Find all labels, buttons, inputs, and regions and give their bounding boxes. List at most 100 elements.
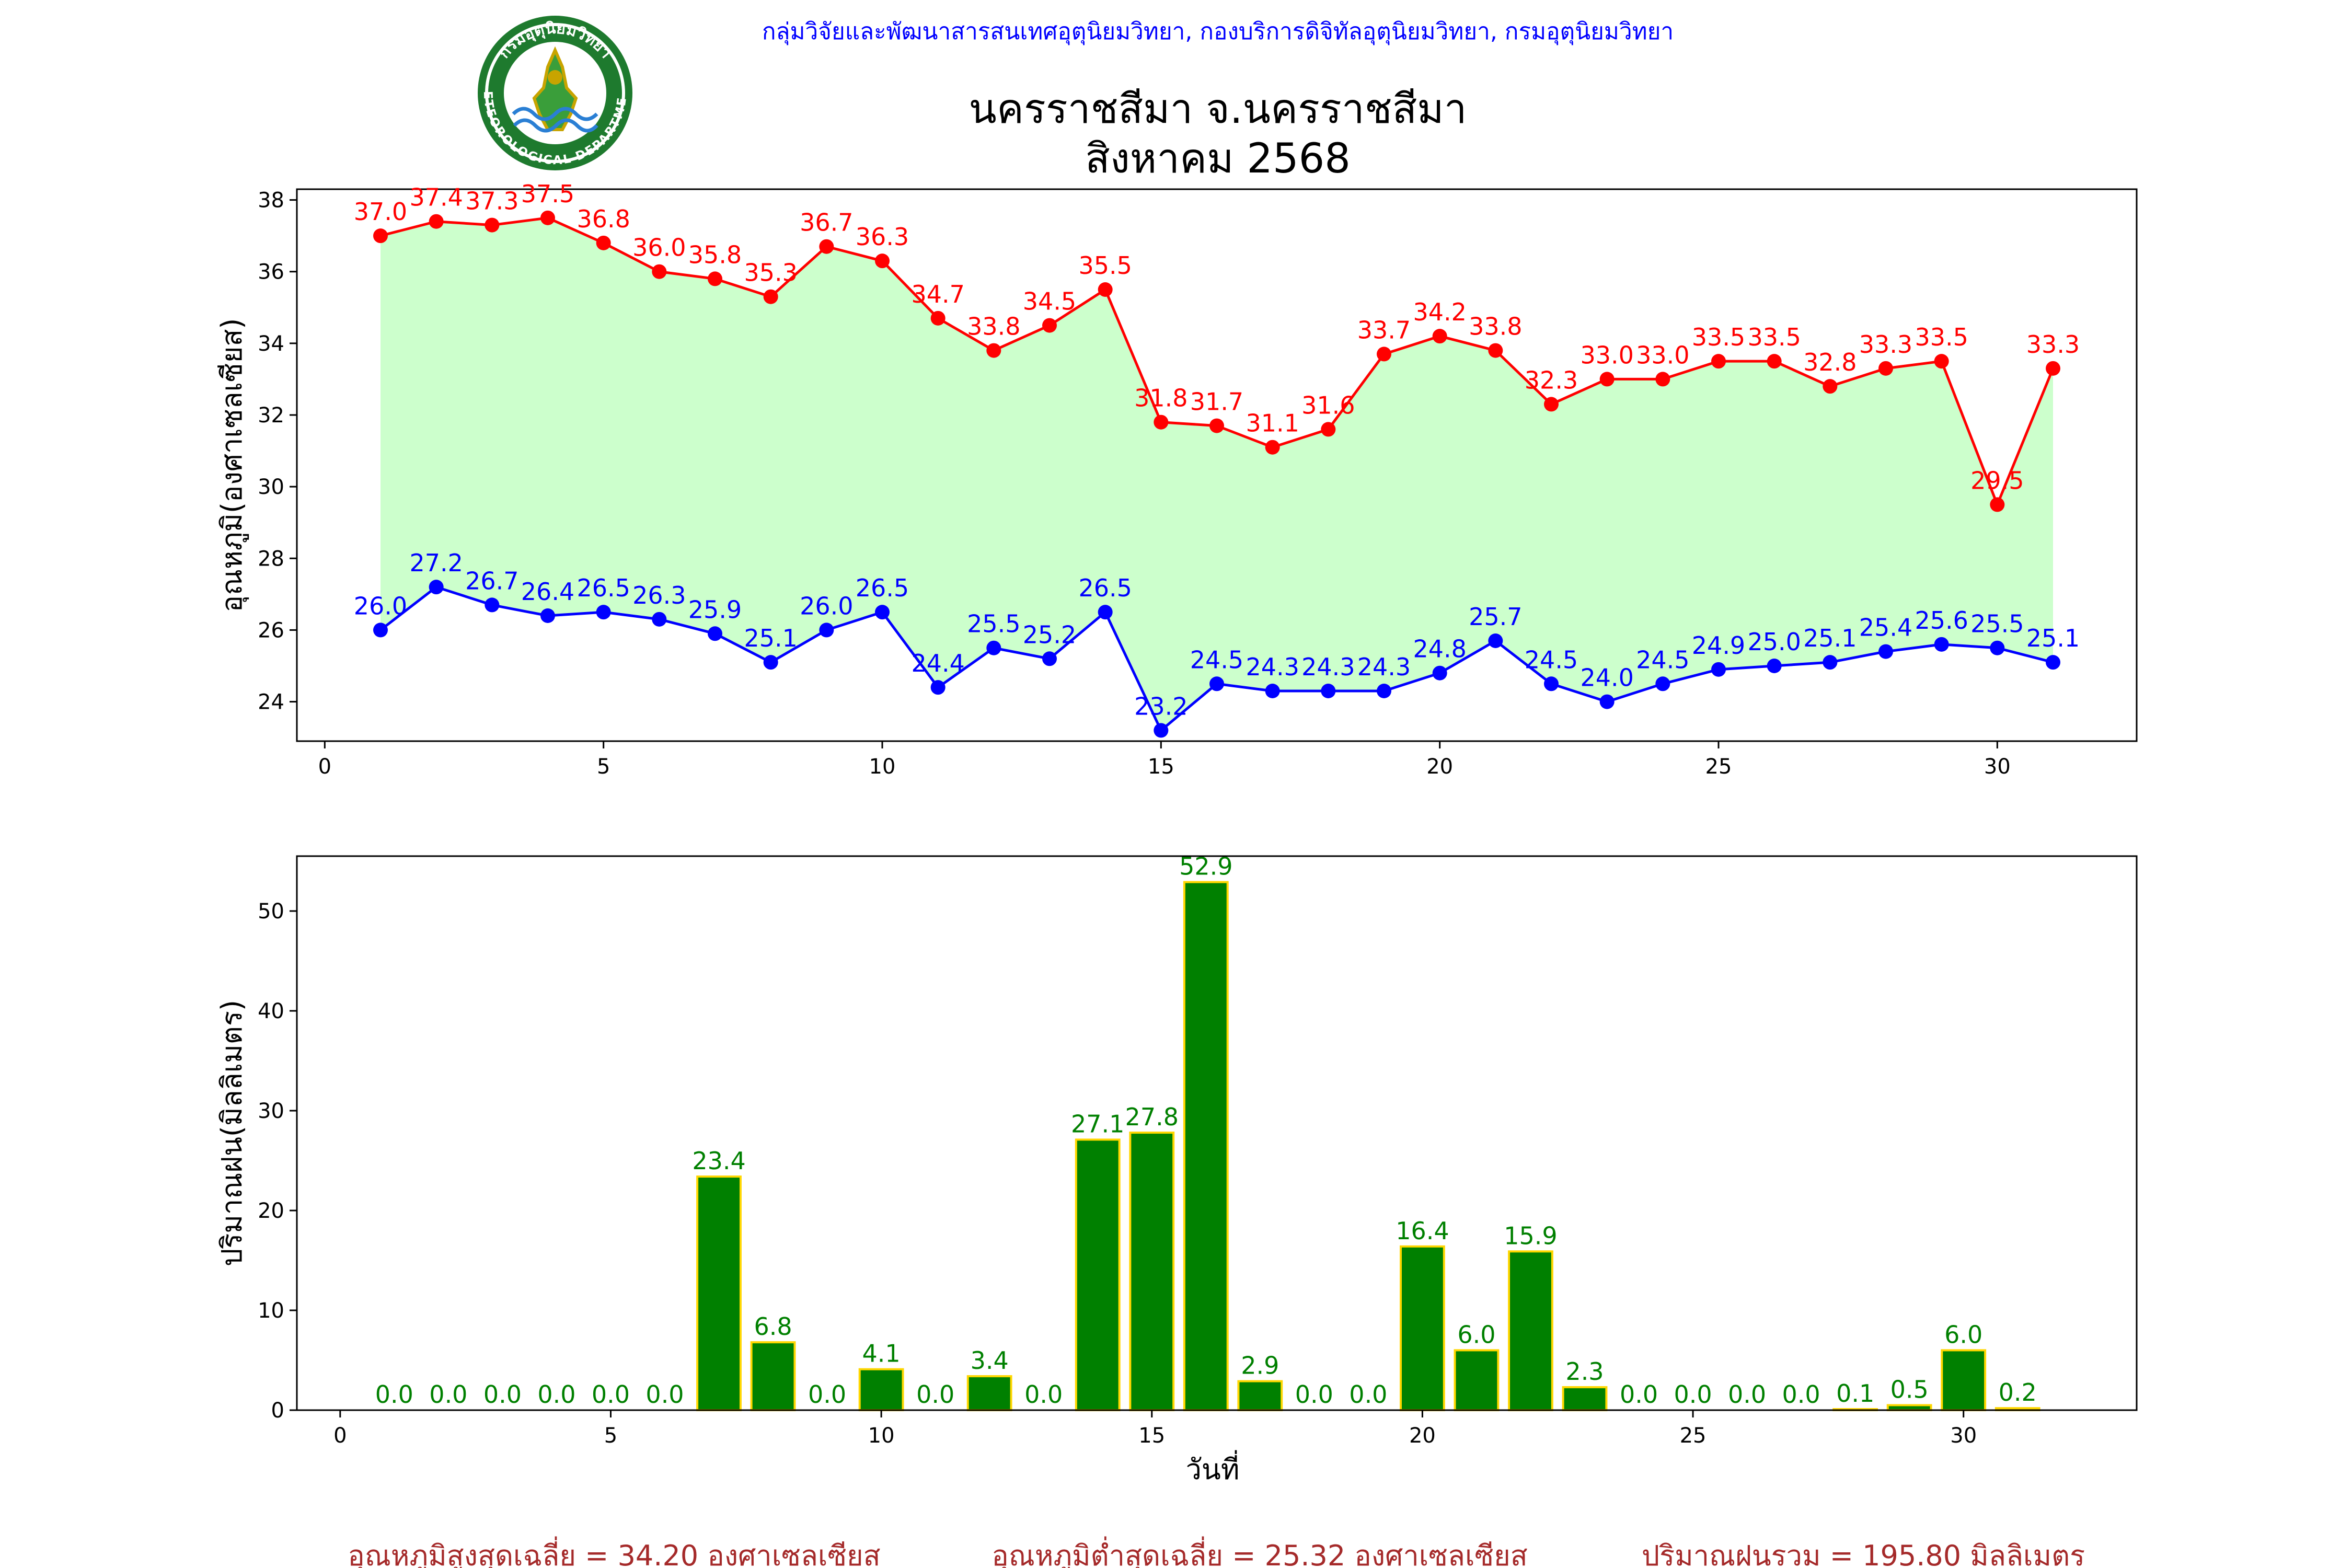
max-temperature-point — [1321, 422, 1336, 437]
rainfall-data-label: 0.0 — [645, 1380, 684, 1409]
max-temperature-point — [986, 343, 1001, 358]
min-temperature-point — [763, 655, 778, 670]
rainfall-data-label: 6.0 — [1944, 1320, 1982, 1348]
rainfall-axes-frame — [296, 855, 2138, 1411]
rainfall-bar — [696, 1175, 742, 1411]
rainfall-bar — [1129, 1132, 1175, 1412]
min-temperature-data-label: 25.4 — [1859, 614, 1912, 642]
temperature-y-tick-label: 28 — [258, 547, 284, 571]
min-temperature-data-label: 26.5 — [577, 574, 630, 602]
max-temperature-point — [540, 210, 555, 225]
min-temperature-point — [1599, 694, 1615, 709]
max-temperature-data-label: 37.4 — [409, 183, 463, 212]
max-temperature-data-label: 33.3 — [2026, 330, 2080, 359]
max-temperature-point — [1711, 354, 1726, 369]
rainfall-data-label: 16.4 — [1396, 1217, 1449, 1245]
rainfall-data-label: 0.0 — [1728, 1380, 1766, 1409]
temperature-x-tick-label: 25 — [1705, 755, 1732, 779]
min-temperature-data-label: 24.4 — [911, 649, 964, 677]
max-temperature-point — [1042, 318, 1057, 333]
temperature-x-tick-label: 30 — [1984, 755, 2011, 779]
min-temperature-data-label: 25.0 — [1747, 628, 1801, 656]
rainfall-data-label: 0.0 — [429, 1380, 467, 1409]
max-temperature-point — [708, 271, 722, 286]
max-temperature-point — [1488, 343, 1503, 358]
max-temperature-data-label: 33.8 — [1469, 313, 1522, 341]
max-temperature-data-label: 33.0 — [1580, 341, 1633, 369]
max-temperature-data-label: 34.7 — [911, 280, 964, 308]
min-temperature-data-label: 25.5 — [967, 610, 1020, 638]
min-temperature-point — [1655, 676, 1670, 691]
max-temperature-data-label: 36.0 — [632, 234, 686, 262]
max-temperature-point — [1209, 418, 1224, 433]
max-temperature-point — [763, 289, 778, 304]
max-temperature-point — [875, 253, 890, 269]
min-temperature-point — [1823, 655, 1838, 670]
temperature-y-tick-label: 24 — [258, 690, 284, 714]
rainfall-data-label: 2.9 — [1241, 1352, 1279, 1380]
min-temperature-data-label: 25.1 — [2026, 624, 2080, 652]
rainfall-y-tick-label: 20 — [258, 1199, 284, 1223]
rainfall-y-axis-label: ปริมาณฝน(มิลลิเมตร) — [215, 1000, 248, 1266]
min-temperature-data-label: 26.7 — [465, 567, 518, 595]
temperature-y-tick-label: 32 — [258, 403, 284, 428]
max-temperature-data-label: 36.3 — [856, 223, 909, 251]
min-temperature-point — [930, 680, 946, 695]
rainfall-data-label: 0.2 — [1999, 1378, 2037, 1406]
rainfall-bar — [1183, 881, 1229, 1412]
max-temperature-data-label: 37.5 — [521, 180, 574, 208]
min-temperature-point — [1432, 665, 1447, 681]
max-temperature-point — [1599, 372, 1615, 387]
min-temperature-data-label: 24.5 — [1190, 645, 1243, 674]
max-temperature-data-label: 33.5 — [1692, 323, 1745, 351]
min-temperature-point — [1098, 605, 1113, 620]
min-temperature-point — [986, 640, 1001, 655]
min-temperature-point — [1042, 651, 1057, 666]
rainfall-y-tick-label: 50 — [258, 900, 284, 924]
rainfall-data-label: 0.1 — [1836, 1379, 1874, 1408]
temperature-x-tick-label: 0 — [318, 755, 331, 779]
temperature-x-tick-label: 5 — [597, 755, 610, 779]
rainfall-data-label: 0.0 — [1782, 1380, 1820, 1409]
max-temperature-point — [1934, 354, 1949, 369]
min-temperature-data-label: 26.5 — [1078, 574, 1132, 602]
min-temperature-point — [1321, 684, 1336, 698]
min-temperature-point — [596, 605, 611, 620]
max-temperature-data-label: 31.7 — [1190, 388, 1243, 416]
min-temperature-data-label: 26.3 — [632, 581, 686, 609]
rainfall-data-label: 15.9 — [1504, 1221, 1557, 1250]
min-temperature-point — [1767, 659, 1782, 673]
rainfall-x-tick-label: 30 — [1950, 1424, 1977, 1448]
max-temperature-data-label: 33.5 — [1915, 323, 1968, 351]
min-temperature-data-label: 26.0 — [800, 592, 853, 620]
rainfall-data-label: 0.0 — [1295, 1380, 1333, 1409]
temperature-range-fill — [381, 217, 2053, 731]
min-temperature-data-label: 23.2 — [1134, 692, 1187, 720]
rainfall-x-tick-label: 5 — [604, 1424, 617, 1448]
min-temperature-point — [373, 622, 388, 638]
rainfall-data-label: 27.8 — [1125, 1103, 1179, 1131]
max-temperature-point — [819, 239, 834, 254]
min-temperature-data-label: 25.7 — [1469, 603, 1522, 631]
min-temperature-data-label: 25.1 — [744, 624, 797, 652]
max-temperature-point — [1767, 354, 1782, 369]
rainfall-x-axis-label: วันที่ — [1186, 1450, 1240, 1486]
max-temperature-data-label: 33.5 — [1747, 323, 1801, 351]
max-temperature-point — [1098, 282, 1113, 297]
max-temperature-point — [429, 214, 444, 229]
rainfall-bar — [1400, 1245, 1445, 1411]
min-temperature-point — [819, 622, 834, 638]
min-temperature-point — [1878, 644, 1893, 659]
min-temperature-data-label: 24.3 — [1357, 653, 1411, 681]
min-temperature-data-label: 25.6 — [1915, 606, 1968, 635]
min-temperature-point — [1934, 637, 1949, 652]
temperature-y-tick-label: 34 — [258, 332, 284, 356]
rainfall-bar — [966, 1375, 1012, 1411]
rainfall-data-label: 0.0 — [483, 1380, 522, 1409]
max-temperature-data-label: 35.5 — [1078, 251, 1132, 280]
department-logo: กรมอุตุนิยมวิทยา METEOROLOGICAL DEPARTME… — [478, 16, 632, 170]
max-temperature-point — [1154, 414, 1169, 430]
min-temperature-data-label: 24.3 — [1246, 653, 1299, 681]
max-temperature-point — [1878, 361, 1893, 376]
min-temperature-point — [429, 580, 444, 595]
